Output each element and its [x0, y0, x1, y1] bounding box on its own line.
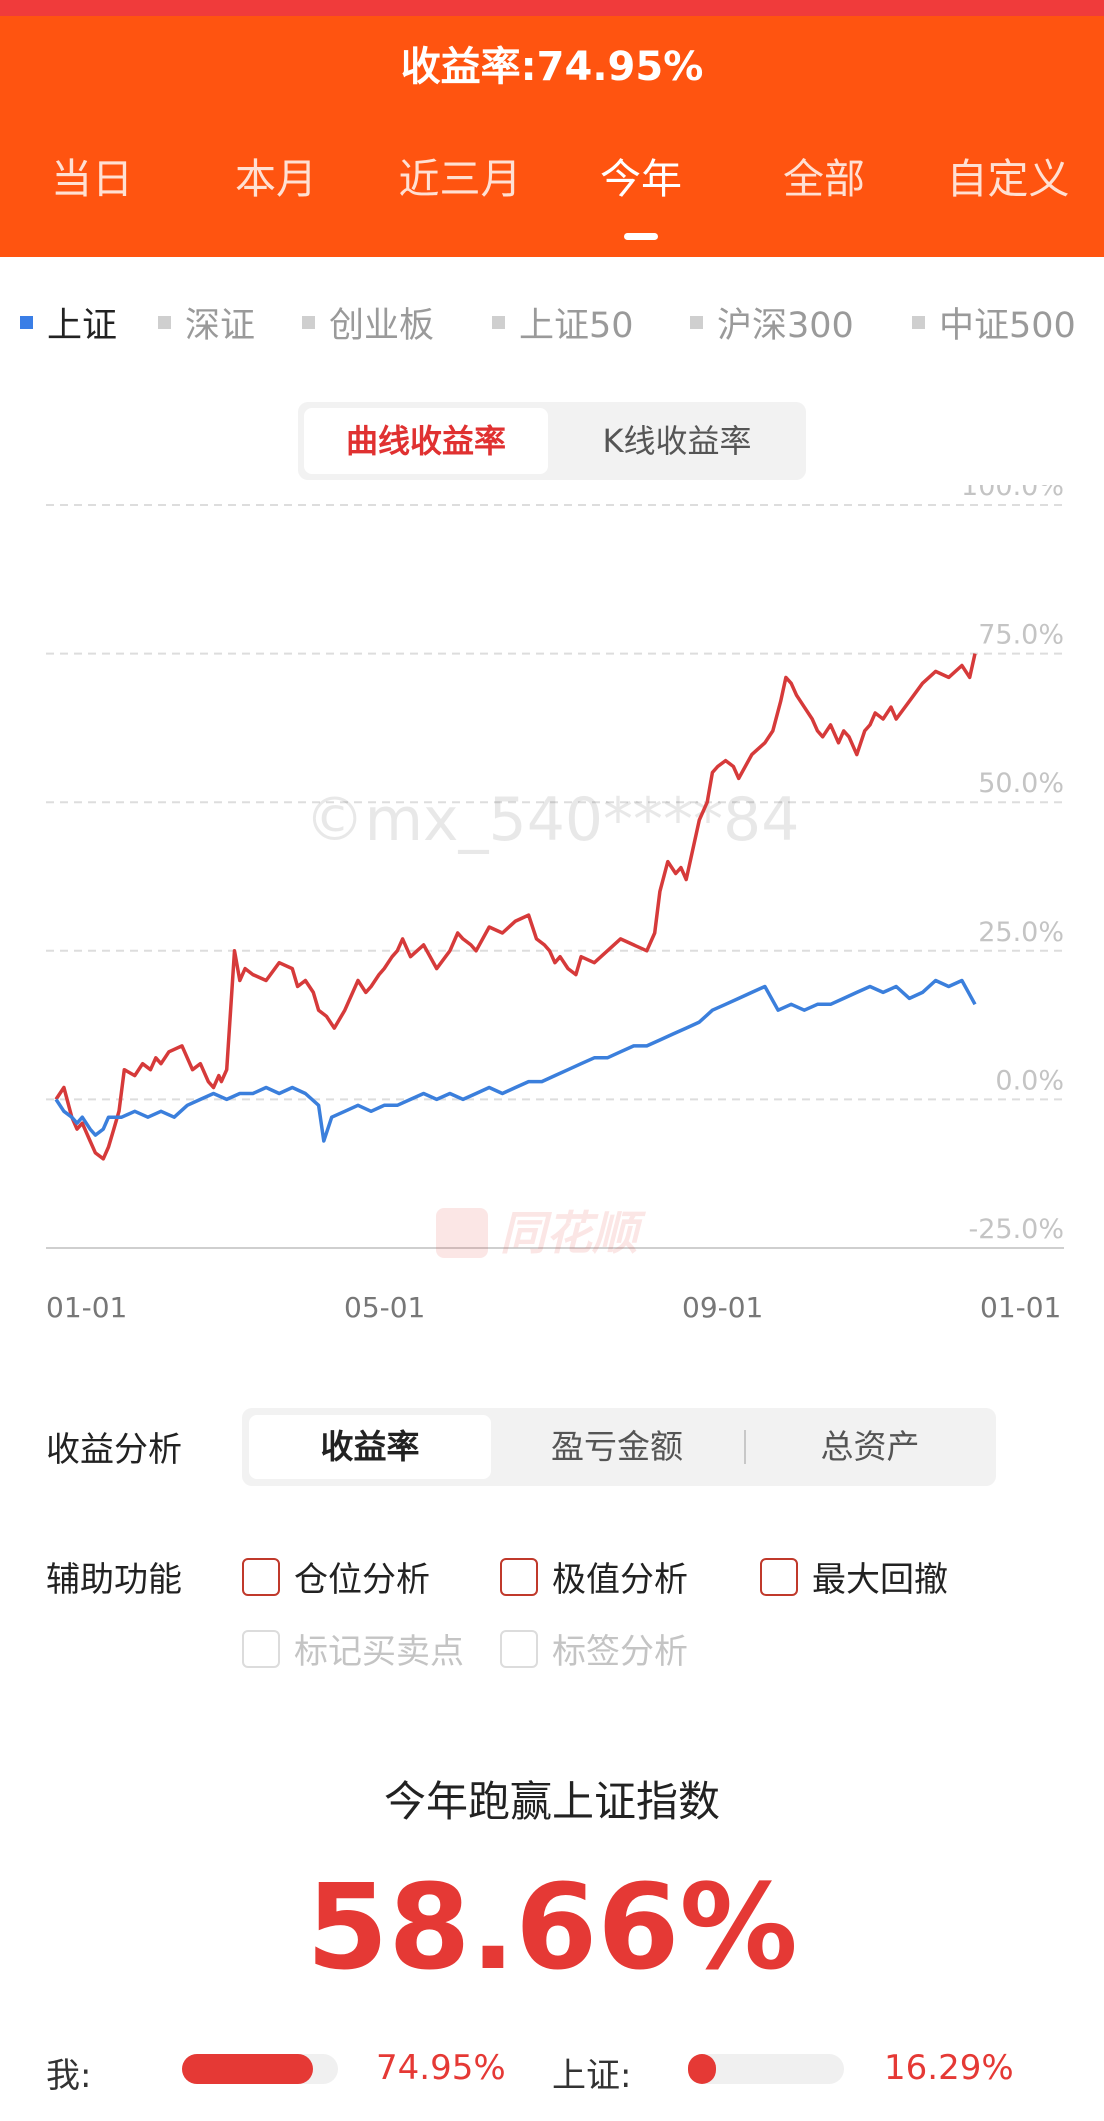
- index-tab-csi500[interactable]: 中证500: [912, 298, 1076, 346]
- return-chart-svg: ©mx_540****84 同花顺 100.0% 75.0% 50.0% 25.0% 0…: [46, 485, 1064, 1324]
- index-tab-label: 创业板: [329, 305, 435, 346]
- index-tab-label: 上证50: [519, 305, 634, 346]
- segment-divider: [744, 1430, 746, 1464]
- tab-this-year[interactable]: 今年: [600, 155, 682, 203]
- user-watermark: ©mx_540****84: [305, 785, 800, 855]
- checkbox-label: 标签分析: [552, 1632, 688, 1672]
- header: 收益率:74.95%: [0, 16, 1104, 257]
- index-tab-shenzhen[interactable]: 深证: [158, 298, 255, 346]
- checkbox-label: 最大回撤: [812, 1560, 948, 1600]
- brand-watermark-text: 同花顺: [500, 1206, 647, 1260]
- tab-custom[interactable]: 自定义: [946, 155, 1070, 203]
- index-tab-label: 中证500: [939, 305, 1076, 346]
- return-chart: ©mx_540****84 同花顺 100.0% 75.0% 50.0% 25.0% 0…: [0, 485, 1104, 1335]
- my-return-value: 74.95%: [376, 2048, 506, 2088]
- tab-today[interactable]: 当日: [51, 155, 133, 203]
- y-tick-label: 100.0%: [961, 485, 1064, 502]
- active-tab-indicator: [624, 233, 658, 240]
- checkbox-icon: [760, 1557, 798, 1596]
- checkbox-position-analysis[interactable]: 仓位分析: [242, 1552, 430, 1601]
- return-rate-title: 收益率:74.95%: [400, 44, 704, 90]
- brand-watermark: 同花顺: [436, 1206, 647, 1260]
- my-return-line: [54, 653, 977, 1161]
- x-tick-label: 05-01: [344, 1291, 425, 1324]
- index-selector: 上证 深证 创业板 上证50 沪深300 中证500: [0, 298, 1104, 346]
- y-tick-label: 75.0%: [978, 620, 1064, 651]
- checkbox-icon: [242, 1557, 280, 1596]
- analysis-mode-toggle: 收益率 盈亏金额 总资产: [242, 1408, 996, 1486]
- index-return-value: 16.29%: [884, 2048, 1014, 2088]
- beat-index-title: 今年跑赢上证指数: [383, 1777, 720, 1826]
- checkbox-icon: [500, 1629, 538, 1668]
- chart-type-toggle: 曲线收益率 K线收益率: [298, 402, 806, 480]
- checkbox-icon: [500, 1557, 538, 1596]
- toggle-kline-return[interactable]: K线收益率: [602, 422, 752, 460]
- index-tab-label: 沪深300: [717, 305, 854, 346]
- period-tabs: 当日 本月 近三月 今年 全部 自定义: [0, 145, 1104, 225]
- analysis-return-rate[interactable]: 收益率: [249, 1415, 491, 1479]
- legend-square-icon: [690, 315, 703, 329]
- y-tick-label: -25.0%: [968, 1214, 1064, 1245]
- legend-square-icon: [302, 315, 315, 329]
- legend-square-icon: [158, 315, 171, 329]
- checkbox-tag-analysis[interactable]: 标签分析: [500, 1624, 688, 1673]
- analysis-total-assets[interactable]: 总资产: [820, 1427, 920, 1466]
- my-return-bar-fill: [182, 2054, 314, 2084]
- index-tab-sse50[interactable]: 上证50: [492, 298, 634, 346]
- index-tab-shanghai[interactable]: 上证: [20, 298, 117, 346]
- return-analysis-label: 收益分析: [46, 1430, 182, 1470]
- index-tab-chinext[interactable]: 创业板: [302, 298, 434, 346]
- checkbox-label: 标记买卖点: [294, 1632, 464, 1672]
- index-tab-label: 深证: [185, 305, 256, 346]
- index-return-line: [54, 978, 977, 1143]
- legend-square-icon: [912, 315, 925, 329]
- legend-square-icon: [20, 315, 33, 329]
- tab-this-month[interactable]: 本月: [235, 155, 317, 203]
- x-tick-label: 01-01: [980, 1291, 1061, 1324]
- checkbox-trade-markers[interactable]: 标记买卖点: [242, 1624, 464, 1673]
- checkbox-extreme-analysis[interactable]: 极值分析: [500, 1552, 688, 1601]
- checkbox-max-drawdown[interactable]: 最大回撤: [760, 1552, 948, 1601]
- index-tab-csi300[interactable]: 沪深300: [690, 298, 854, 346]
- toggle-curve-return[interactable]: 曲线收益率: [304, 408, 548, 474]
- index-return-label: 上证:: [552, 2056, 632, 2096]
- y-tick-label: 0.0%: [995, 1065, 1064, 1096]
- index-tab-label: 上证: [47, 305, 118, 346]
- my-return-bar: [182, 2054, 338, 2084]
- brand-logo-icon: [436, 1208, 488, 1258]
- checkbox-icon: [242, 1629, 280, 1668]
- y-tick-label: 25.0%: [978, 917, 1064, 948]
- tab-all[interactable]: 全部: [783, 155, 865, 203]
- index-return-bar: [688, 2054, 844, 2084]
- status-strip: [0, 0, 1104, 16]
- legend-square-icon: [492, 315, 505, 329]
- y-tick-label: 50.0%: [978, 768, 1064, 799]
- tab-three-months[interactable]: 近三月: [398, 155, 522, 203]
- analysis-profit-amount[interactable]: 盈亏金额: [551, 1427, 683, 1466]
- checkbox-label: 仓位分析: [294, 1560, 430, 1600]
- x-tick-label: 01-01: [46, 1291, 127, 1324]
- x-tick-label: 09-01: [682, 1291, 763, 1324]
- aux-functions-label: 辅助功能: [46, 1560, 182, 1600]
- index-return-bar-fill: [688, 2054, 717, 2084]
- my-return-label: 我:: [46, 2056, 92, 2096]
- beat-index-value: 58.66%: [306, 1858, 798, 1996]
- checkbox-label: 极值分析: [552, 1560, 688, 1600]
